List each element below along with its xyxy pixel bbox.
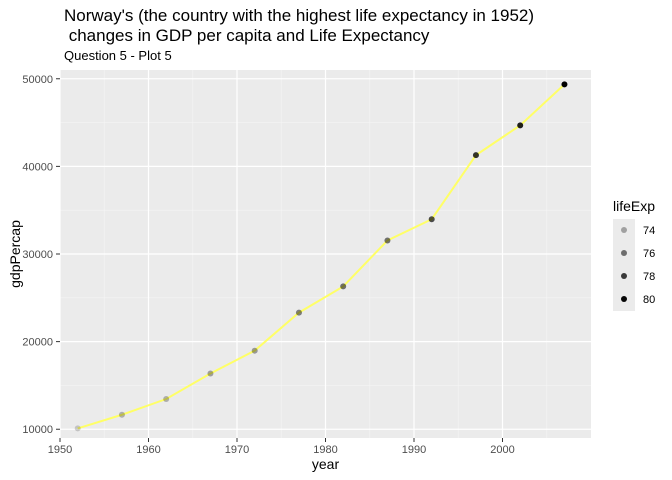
data-point — [561, 81, 568, 88]
legend-entry-label: 80 — [643, 294, 655, 306]
data-point — [74, 425, 81, 432]
chart-subtitle: Question 5 - Plot 5 — [64, 48, 172, 63]
x-tick-label: 2000 — [490, 444, 514, 456]
y-axis: 10000 20000 30000 40000 50000 — [22, 74, 60, 436]
trend-line-layer — [77, 83, 566, 430]
data-point — [517, 122, 524, 129]
y-tick-label: 20000 — [22, 337, 53, 349]
legend-key-box — [613, 219, 635, 311]
y-tick-label: 50000 — [22, 74, 53, 86]
legend-key-point — [621, 296, 627, 302]
y-tick-label: 30000 — [22, 249, 53, 261]
legend: lifeExp 74 76 78 80 — [613, 198, 655, 311]
x-tick-label: 1960 — [136, 444, 160, 456]
data-point — [251, 347, 258, 354]
data-point — [207, 370, 214, 377]
point-layer — [74, 81, 568, 432]
title-line-2: changes in GDP per capita and Life Expec… — [64, 26, 430, 45]
legend-entry-label: 76 — [643, 248, 655, 260]
x-axis: 1950 1960 1970 1980 1990 2000 — [48, 438, 515, 456]
y-tick-label: 40000 — [22, 161, 53, 173]
x-axis-title: year — [312, 456, 340, 472]
data-point — [118, 411, 125, 418]
data-point — [295, 309, 302, 316]
major-gridlines — [59, 70, 591, 438]
x-tick-label: 1980 — [313, 444, 337, 456]
legend-key-point — [621, 227, 627, 233]
x-tick-label: 1990 — [402, 444, 426, 456]
x-tick-label: 1970 — [225, 444, 249, 456]
data-point — [472, 152, 479, 159]
y-axis-title: gdpPercap — [7, 220, 23, 288]
legend-title: lifeExp — [613, 198, 655, 214]
data-point — [428, 216, 435, 223]
y-tick-label: 10000 — [22, 424, 53, 436]
x-tick-label: 1950 — [48, 444, 72, 456]
legend-key-point — [621, 273, 627, 279]
title-line-1: Norway's (the country with the highest l… — [64, 6, 535, 25]
chart-title: Norway's (the country with the highest l… — [64, 6, 534, 46]
legend-entry-label: 78 — [643, 271, 655, 283]
data-point — [384, 237, 391, 244]
data-point — [163, 396, 170, 403]
data-point — [340, 283, 347, 290]
legend-entry-label: 74 — [643, 225, 655, 237]
legend-key-point — [621, 250, 627, 256]
trend-line — [77, 83, 566, 430]
